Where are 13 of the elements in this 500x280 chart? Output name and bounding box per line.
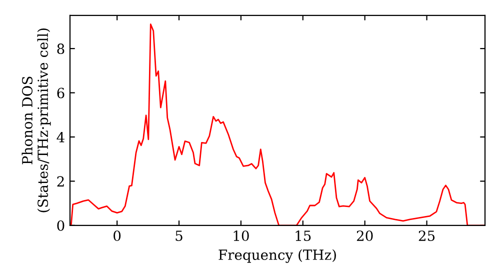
x-tick-label: 5 xyxy=(176,230,182,242)
y-tick-label: 8 xyxy=(57,44,64,54)
x-tick-label: 10 xyxy=(234,230,249,242)
y-tick-label: 0 xyxy=(57,220,64,231)
y-tick-label: 2 xyxy=(57,176,64,186)
x-tick-label: 15 xyxy=(296,230,311,242)
x-tick-label: 20 xyxy=(356,230,373,242)
x-tick-label: 25 xyxy=(418,230,435,242)
y-tick-label: 6 xyxy=(57,88,64,98)
x-axis-title: Frequency (THz) xyxy=(218,249,336,263)
x-tick-label: 0 xyxy=(114,230,121,242)
y-tick-label: 4 xyxy=(56,132,64,142)
y-axis-title: Phonon DOS (States/THz·primitive cell) xyxy=(22,28,51,212)
